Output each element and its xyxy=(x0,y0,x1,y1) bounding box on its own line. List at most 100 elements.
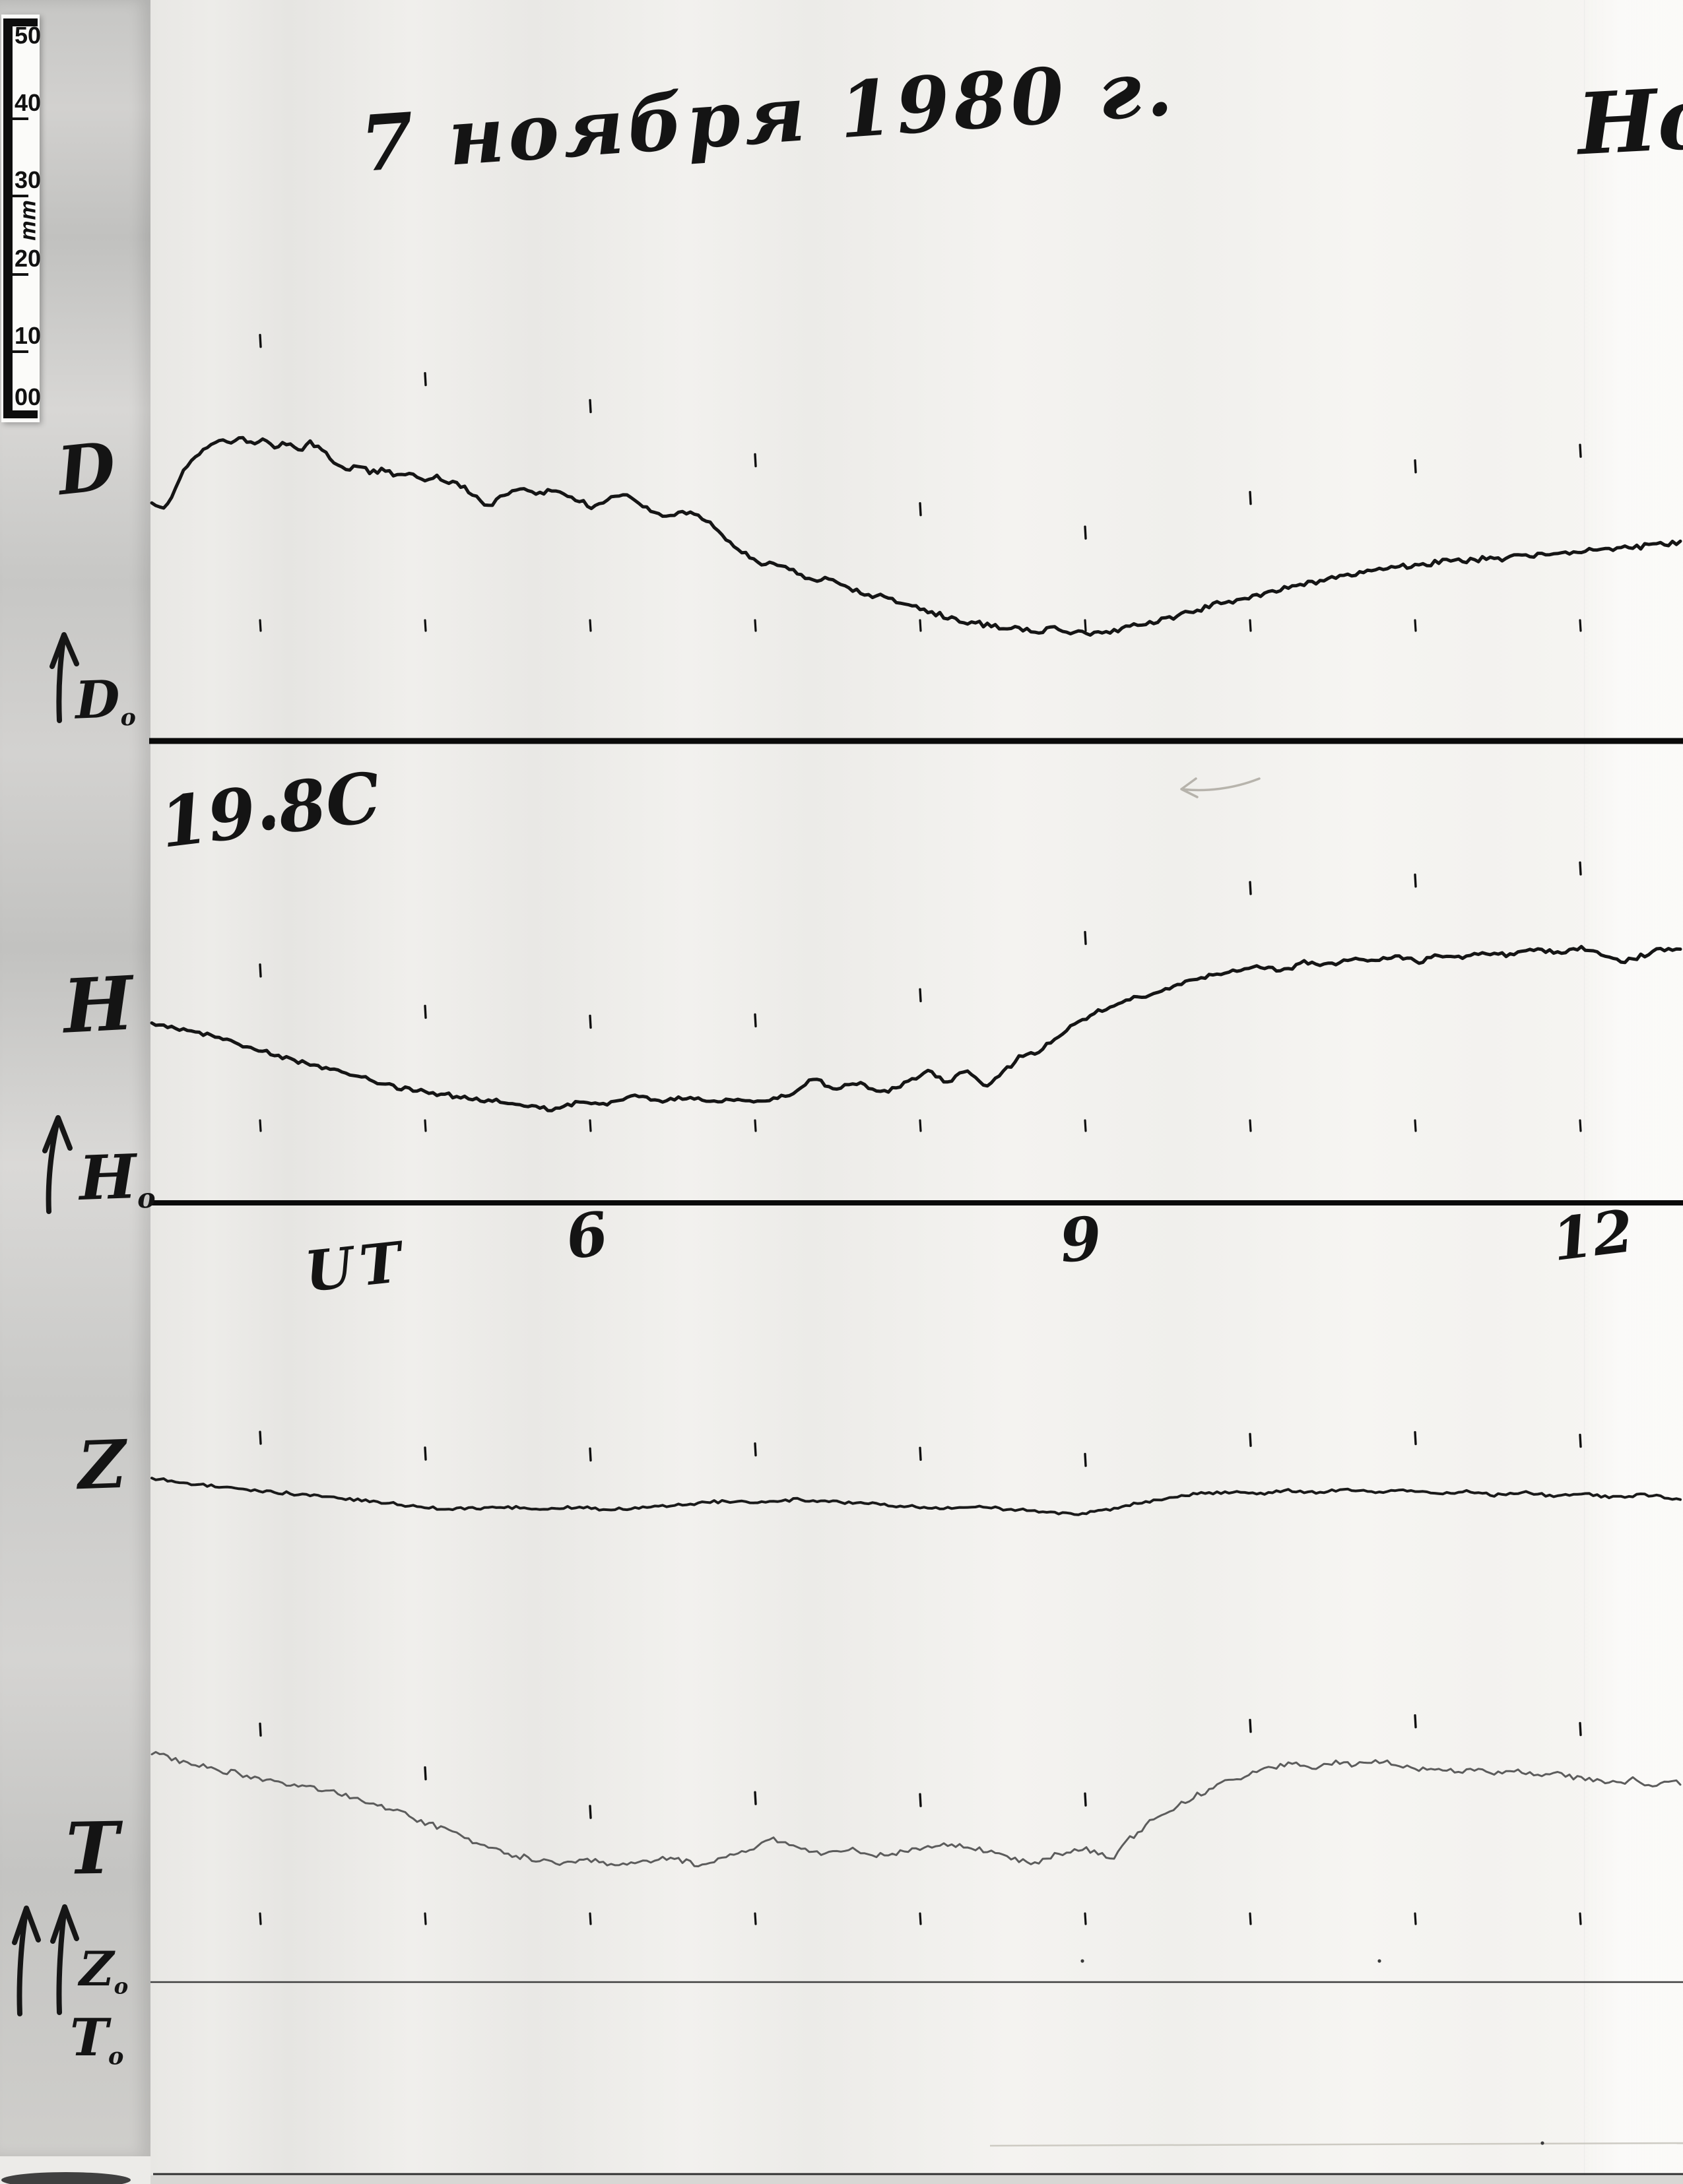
trace-D xyxy=(150,435,1682,637)
hour-mark xyxy=(754,1013,757,1028)
baseline-label-h0: Ho xyxy=(78,1141,156,1215)
ruler-label-40: 40 xyxy=(15,89,42,116)
hour-mark xyxy=(919,1119,922,1132)
hour-mark xyxy=(1249,490,1252,505)
paper-crease xyxy=(989,2142,1683,2147)
hour-mark xyxy=(424,619,427,632)
time-axis-unit-label: UT xyxy=(302,1229,411,1304)
ruler-bottom-arm xyxy=(3,410,38,418)
hour-mark xyxy=(919,619,922,632)
ruler-label-10: 10 xyxy=(15,322,42,349)
hour-mark xyxy=(1249,619,1252,632)
hour-mark xyxy=(259,619,262,632)
hour-label-12: 12 xyxy=(1548,1196,1637,1275)
hour-mark xyxy=(259,1722,262,1737)
hour-mark xyxy=(1579,1721,1582,1737)
paper-bottom-strip xyxy=(150,2175,1683,2184)
hour-mark xyxy=(1414,1912,1417,1925)
hour-mark xyxy=(259,333,262,348)
hour-mark xyxy=(919,1793,922,1807)
hour-mark xyxy=(589,1447,592,1462)
trace-T xyxy=(150,1750,1682,1867)
hour-mark xyxy=(1084,1792,1087,1807)
hour-mark xyxy=(919,1446,922,1461)
up-arrow-icon xyxy=(50,1904,79,2015)
hour-mark xyxy=(589,399,592,414)
hour-mark xyxy=(424,1912,427,1925)
hour-mark xyxy=(1084,525,1087,540)
hour-mark xyxy=(754,1442,757,1457)
hour-mark xyxy=(424,371,427,387)
hour-mark xyxy=(1249,1432,1252,1447)
hour-mark xyxy=(424,1766,427,1781)
hour-mark xyxy=(754,1791,757,1805)
hour-mark xyxy=(1414,1714,1417,1729)
pencil-left-arrow-icon xyxy=(1180,777,1261,798)
hour-mark xyxy=(754,1912,757,1925)
hour-mark xyxy=(1084,619,1087,632)
hour-mark xyxy=(424,1119,427,1132)
hour-mark xyxy=(919,1912,922,1925)
hour-mark xyxy=(259,1119,262,1132)
hour-mark xyxy=(589,1912,592,1925)
ruler-top-arm xyxy=(3,18,38,26)
ruler-label-20: 20 xyxy=(15,245,42,272)
trace-label-d: D xyxy=(54,426,119,511)
hour-mark xyxy=(1414,459,1417,474)
up-arrow-icon xyxy=(50,632,79,723)
hour-mark xyxy=(589,619,592,632)
baseline-label-d0: Do xyxy=(74,669,137,732)
ruler-bar xyxy=(3,18,13,418)
hour-mark xyxy=(1084,1912,1087,1925)
ruler-label-00: 00 xyxy=(15,383,42,410)
up-arrow-icon xyxy=(12,1906,41,2016)
hour-mark xyxy=(1414,1430,1417,1446)
hour-mark xyxy=(1414,619,1417,632)
trace-H xyxy=(150,945,1682,1112)
hour-mark xyxy=(1249,1718,1252,1733)
hour-mark xyxy=(424,1446,427,1461)
hour-mark xyxy=(1579,443,1582,458)
ruler-tick xyxy=(13,273,28,276)
hour-mark xyxy=(754,453,757,468)
scan-shadow-smudge xyxy=(1,2172,131,2184)
ruler-tick xyxy=(13,117,28,120)
hour-mark xyxy=(1579,1912,1582,1925)
hour-mark xyxy=(919,501,922,517)
ruler-label-30: 30 xyxy=(15,166,42,193)
ruler-unit-label: mm xyxy=(15,199,41,241)
hour-mark xyxy=(259,963,262,978)
hour-label-9: 9 xyxy=(1057,1203,1105,1277)
baseline-label-z0: Zo xyxy=(79,1941,129,1999)
hour-mark xyxy=(1084,930,1087,946)
ink-speck xyxy=(1377,1959,1381,1963)
hour-mark xyxy=(589,1119,592,1132)
ruler-tick xyxy=(13,350,28,353)
hour-mark xyxy=(1579,861,1582,876)
hour-mark xyxy=(1579,619,1582,632)
hour-mark xyxy=(1084,1119,1087,1132)
hour-mark xyxy=(259,1430,262,1445)
hour-mark xyxy=(919,988,922,1002)
paper-right-bright-band xyxy=(1584,0,1683,2184)
up-arrow-icon xyxy=(42,1115,73,1214)
hour-mark xyxy=(1249,1912,1252,1925)
hour-mark xyxy=(1084,1452,1087,1467)
chart-paper xyxy=(150,0,1683,2184)
hour-mark xyxy=(1249,881,1252,895)
trace-label-t: T xyxy=(65,1807,120,1891)
station-name: Нов xyxy=(1575,65,1683,175)
hour-mark xyxy=(424,1004,427,1019)
hour-mark xyxy=(259,1912,262,1925)
hour-mark xyxy=(1579,1119,1582,1132)
ruler-label-50: 50 xyxy=(15,22,42,49)
trace-Z xyxy=(150,1477,1682,1516)
hour-label-6: 6 xyxy=(561,1198,612,1273)
hour-mark xyxy=(754,619,757,632)
hour-mark xyxy=(1414,873,1417,888)
ink-speck xyxy=(1080,1959,1084,1963)
mm-ruler: 50 40 30 mm 20 10 00 xyxy=(1,15,42,422)
baseline-label-t0: To xyxy=(70,2008,124,2071)
